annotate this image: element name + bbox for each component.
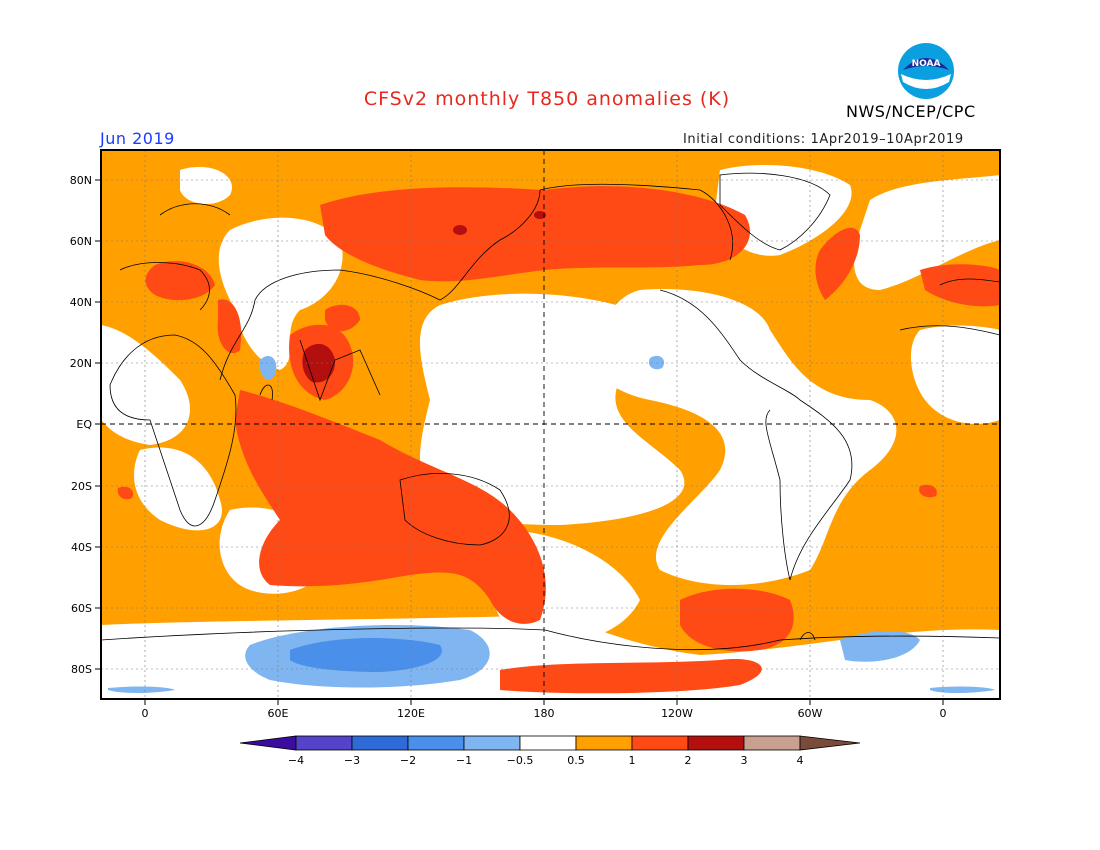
lat-label: 60S [71,602,92,615]
colorbar-label: 3 [741,754,748,767]
lat-label: 80N [70,174,92,187]
colorbar-label: 2 [685,754,692,767]
coastlines [101,172,1000,650]
colorbar-label: 4 [797,754,804,767]
positive-anomaly-1-2 [117,186,1000,694]
axis-ticks [95,179,944,705]
colorbar-bin [687,735,745,751]
agency-label: NWS/NCEP/CPC [846,102,976,121]
colorbar-bin [519,735,577,751]
colorbar-arrow-low [239,735,297,751]
lon-label: 0 [142,707,149,720]
colorbar-label: −4 [288,754,304,767]
colorbar-label: −0.5 [507,754,534,767]
colorbar-label: 0.5 [567,754,585,767]
noaa-logo: NOAA [898,43,954,99]
colorbar-bin [575,735,633,751]
longitude-labels: 0 60E 120E 180 120W 60W 0 [142,707,947,720]
negative-anomaly-areas [108,355,995,693]
lon-label: 120W [661,707,693,720]
colorbar-label: −3 [344,754,360,767]
colorbar-label: 1 [629,754,636,767]
colorbar-bin [631,735,689,751]
colorbar-bin [407,735,465,751]
lon-label: 180 [534,707,555,720]
lat-lon-grid [101,150,1000,699]
lat-label: 60N [70,235,92,248]
lat-label: 40N [70,296,92,309]
lon-label: 60W [798,707,823,720]
lon-label: 0 [940,707,947,720]
latitude-labels: 80N 60N 40N 20N EQ 20S 40S 60S 80S [70,174,93,676]
lon-label: 60E [268,707,289,720]
valid-period: Jun 2019 [100,129,175,148]
initial-conditions: Initial conditions: 1Apr2019–10Apr2019 [683,132,964,147]
lat-label: 20S [71,480,92,493]
lat-label: 40S [71,541,92,554]
svg-text:NOAA: NOAA [912,59,941,69]
colorbar-label: −1 [456,754,472,767]
colorbar-bin [295,735,353,751]
colorbar [239,735,861,751]
colorbar-bin [351,735,409,751]
lat-label: 80S [71,663,92,676]
lon-label: 120E [397,707,425,720]
colorbar-label: −2 [400,754,416,767]
colorbar-labels: −4 −3 −2 −1 −0.5 0.5 1 2 3 4 [288,754,804,767]
anomaly-field [101,150,1000,699]
lat-label: EQ [76,418,92,431]
colorbar-bin [743,735,801,751]
map-title: CFSv2 monthly T850 anomalies (K) [363,88,731,110]
colorbar-bin [463,735,521,751]
equator-dateline [101,150,1000,699]
lat-label: 20N [70,357,92,370]
colorbar-arrow-high [799,735,861,751]
